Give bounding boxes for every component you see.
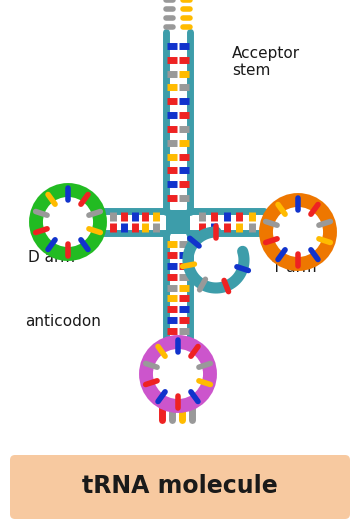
Text: T arm: T arm [272, 259, 317, 275]
Circle shape [146, 342, 210, 406]
Text: D arm: D arm [28, 250, 75, 265]
FancyBboxPatch shape [10, 455, 350, 519]
Text: Acceptor
stem: Acceptor stem [232, 46, 300, 78]
Circle shape [266, 200, 330, 264]
Text: tRNA molecule: tRNA molecule [82, 474, 278, 498]
Circle shape [36, 190, 100, 254]
FancyBboxPatch shape [166, 210, 190, 234]
Text: anticodon: anticodon [25, 314, 101, 329]
